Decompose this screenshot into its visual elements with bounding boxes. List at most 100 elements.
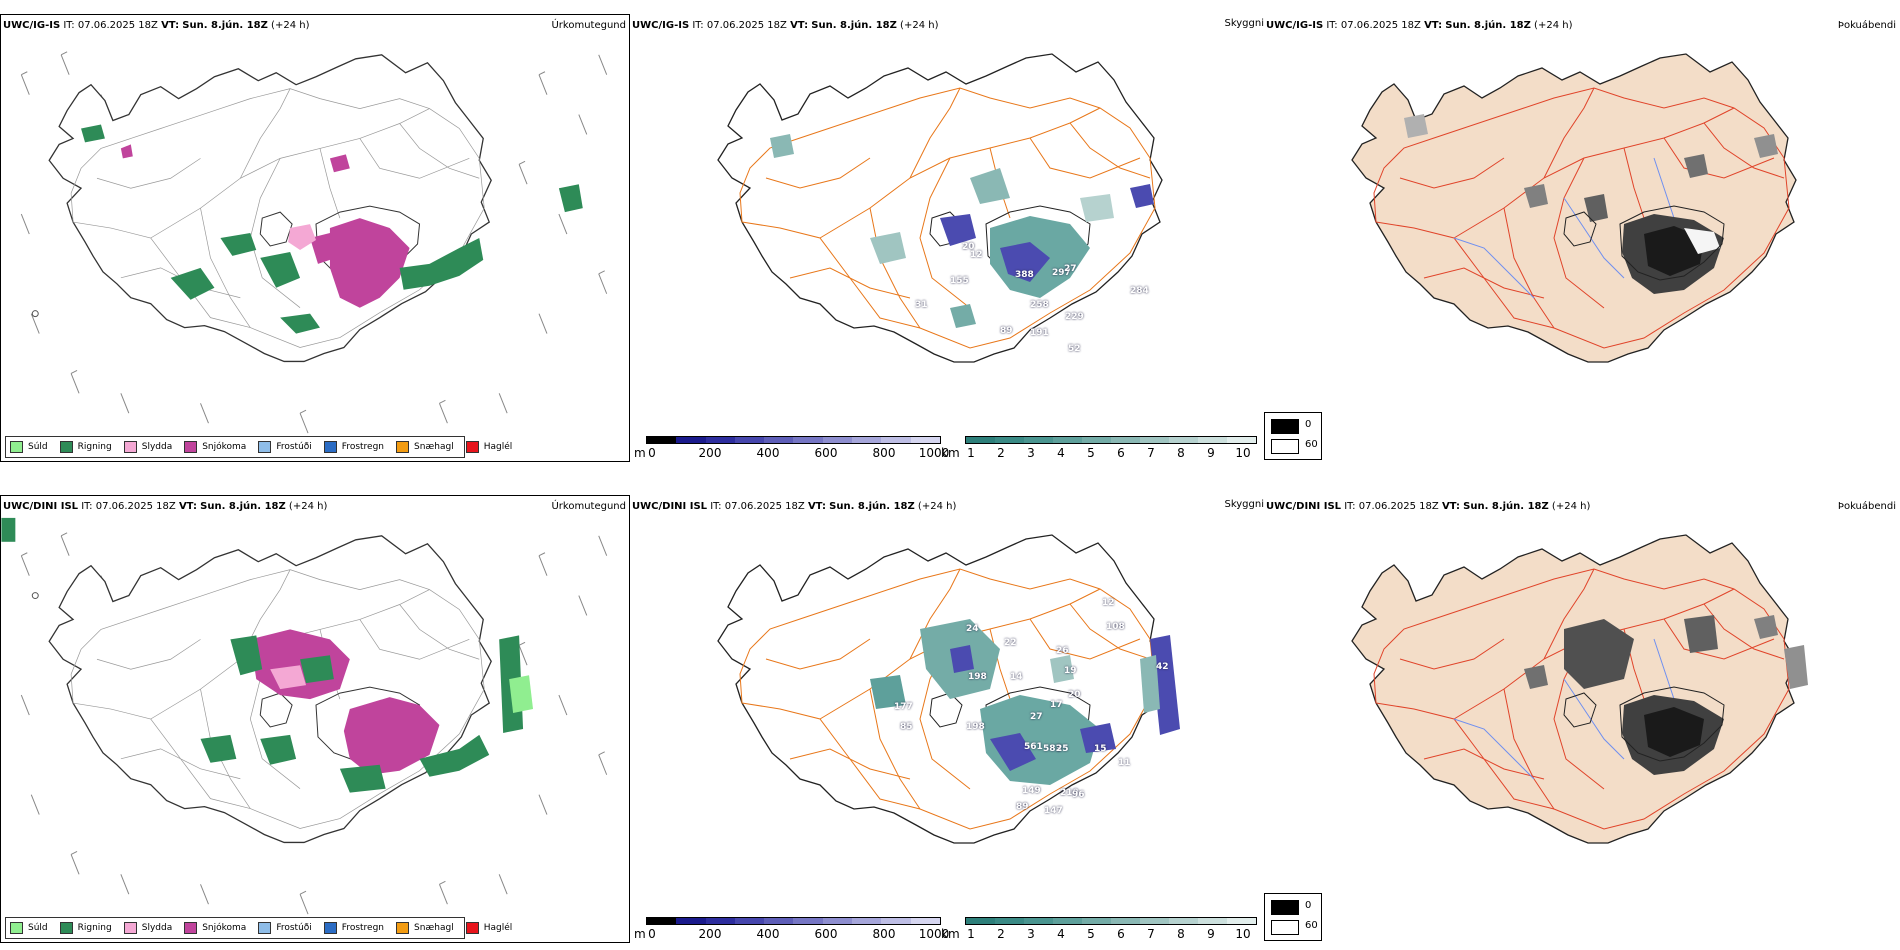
it-label-3: IT: (1326, 20, 1338, 31)
vis-colorbar-strip-2 (965, 917, 1257, 925)
vis-tick: 2 (997, 927, 1005, 941)
vt-label-2: VT: (790, 20, 809, 31)
legend-label: Frostregn (341, 442, 385, 452)
ceiling-tick: 200 (698, 927, 722, 941)
ceiling-tick: 400 (756, 927, 780, 941)
legend-label: Rigning (77, 442, 112, 452)
legend-swatch (323, 922, 337, 934)
legend-swatch (323, 441, 337, 453)
model-name-1: UWC/IG-IS (3, 20, 61, 31)
vis-tick: 3 (1027, 927, 1035, 941)
it-label-4: IT: (81, 501, 93, 512)
station-marker-1 (31, 310, 39, 318)
legend-label: Slydda (141, 442, 173, 452)
legend-label: Snjókoma (202, 442, 247, 452)
coast-rain-patch (1, 517, 16, 542)
legend-label: Rigning (77, 923, 112, 933)
model-name-5: UWC/DINI ISL (632, 501, 708, 512)
fog-legend-swatch (1271, 439, 1299, 454)
fog-areas-2 (1524, 615, 1808, 775)
ceiling-tick: 200 (698, 446, 722, 460)
panel-title-4: UWC/DINI ISL IT: 07.06.2025 18Z VT: Sun.… (3, 501, 327, 512)
ceiling-tick: 800 (872, 446, 896, 460)
it-value-1: 07.06.2025 18Z (77, 20, 158, 31)
it-value-4: 07.06.2025 18Z (95, 501, 176, 512)
legend-item-slydda-1: Slydda (123, 441, 173, 453)
legend-swatch (123, 441, 137, 453)
legend-label: Snjókoma (202, 923, 247, 933)
visibility-areas-2 (870, 619, 1180, 785)
panel-type-visibility-2: Skyggni (1224, 499, 1264, 510)
visibility-map-2 (717, 534, 1180, 844)
vt-value-6: Sun. 8.jún. 18Z (1463, 501, 1549, 512)
ceiling-tick: 600 (814, 927, 838, 941)
vis-tick: 5 (1087, 446, 1095, 460)
vis-tick: 4 (1057, 927, 1065, 941)
legend-item-snaehagl-1: Snæhagl (396, 441, 454, 453)
precip-map-2 (1, 517, 608, 915)
panel-type-precip-2: Úrkomutegund (551, 501, 626, 512)
fog-legend-label: 60 (1305, 920, 1318, 931)
vis-unit-1: km (941, 446, 960, 460)
visibility-panel-1: Skyggni m 0 200 400 600 800 1000 km 1 2 … (630, 14, 1264, 462)
legend-item-frostudi-1: Frostúði (258, 441, 312, 453)
ceiling-colorbar-2: m 0 200 400 600 800 1000 (634, 917, 949, 943)
ceiling-colorbar-strip-2 (646, 917, 941, 925)
vt-label-4: VT: (178, 501, 197, 512)
vt-value-3: Sun. 8.jún. 18Z (1445, 20, 1531, 31)
vis-tick: 8 (1177, 927, 1185, 941)
vis-tick: 3 (1027, 446, 1035, 460)
legend-swatch (59, 441, 73, 453)
legend-label: Snæhagl (414, 923, 454, 933)
vis-unit-2: km (941, 927, 960, 941)
legend-item-rigning-2: Rigning (59, 922, 112, 934)
vis-tick: 1 (967, 927, 975, 941)
legend-label: Haglél (483, 442, 513, 452)
ceiling-tick: 800 (872, 927, 896, 941)
legend-swatch (123, 922, 137, 934)
precip-areas-2 (200, 629, 534, 793)
panel-title-6: UWC/DINI ISL IT: 07.06.2025 18Z VT: Sun.… (1266, 501, 1590, 512)
fog-areas-1 (1404, 114, 1778, 294)
fog-legend-swatch (1271, 900, 1299, 915)
vt-label-1: VT: (161, 20, 180, 31)
vis-tick: 2 (997, 446, 1005, 460)
legend-swatch (258, 441, 272, 453)
panel-title-1: UWC/IG-IS IT: 07.06.2025 18Z VT: Sun. 8.… (3, 20, 309, 31)
wind-barbs-2 (20, 532, 608, 915)
vis-tick: 1 (967, 446, 975, 460)
legend-label: Snæhagl (414, 442, 454, 452)
vis-tick: 9 (1207, 446, 1215, 460)
legend-swatch (465, 922, 479, 934)
model-name-3: UWC/IG-IS (1266, 20, 1324, 31)
legend-item-frostregn-1: Frostregn (323, 441, 385, 453)
vis-colorbar-2: km 1 2 3 4 5 6 7 8 9 10 (941, 917, 1261, 943)
legend-item-slydda-2: Slydda (123, 922, 172, 934)
ceiling-colorbar-strip-1 (646, 436, 941, 444)
legend-swatch (184, 922, 198, 934)
legend-item-snaehagl-2: Snæhagl (396, 922, 454, 934)
model-name-4: UWC/DINI ISL (3, 501, 79, 512)
panel-title-3: UWC/IG-IS IT: 07.06.2025 18Z VT: Sun. 8.… (1266, 20, 1572, 31)
it-value-6: 07.06.2025 18Z (1358, 501, 1439, 512)
vis-tick: 10 (1235, 446, 1251, 460)
rivers-2 (1453, 638, 1675, 780)
legend-swatch (396, 922, 410, 934)
rivers-1 (1453, 157, 1675, 299)
legend-label: Haglél (483, 923, 513, 933)
visibility-panel-2: Skyggni m 0 200 400 600 800 1000 km 1 2 … (630, 495, 1264, 943)
vis-tick: 8 (1177, 446, 1185, 460)
legend-label: Súld (28, 923, 48, 933)
precip-areas-1 (81, 124, 583, 334)
vis-tick: 5 (1087, 927, 1095, 941)
it-label-6: IT: (1344, 501, 1356, 512)
panel-type-fog-1: Þokuábendi (1837, 20, 1896, 31)
ceiling-tick: 600 (814, 446, 838, 460)
vis-colorbar-strip-1 (965, 436, 1257, 444)
lead-1: (+24 h) (271, 20, 310, 31)
legend-label: Frostregn (341, 923, 385, 933)
ceiling-tick: 0 (648, 927, 656, 941)
precip-map-1 (20, 51, 608, 434)
fog-legend-label: 60 (1305, 439, 1318, 450)
fog-legend-swatch (1271, 419, 1299, 434)
